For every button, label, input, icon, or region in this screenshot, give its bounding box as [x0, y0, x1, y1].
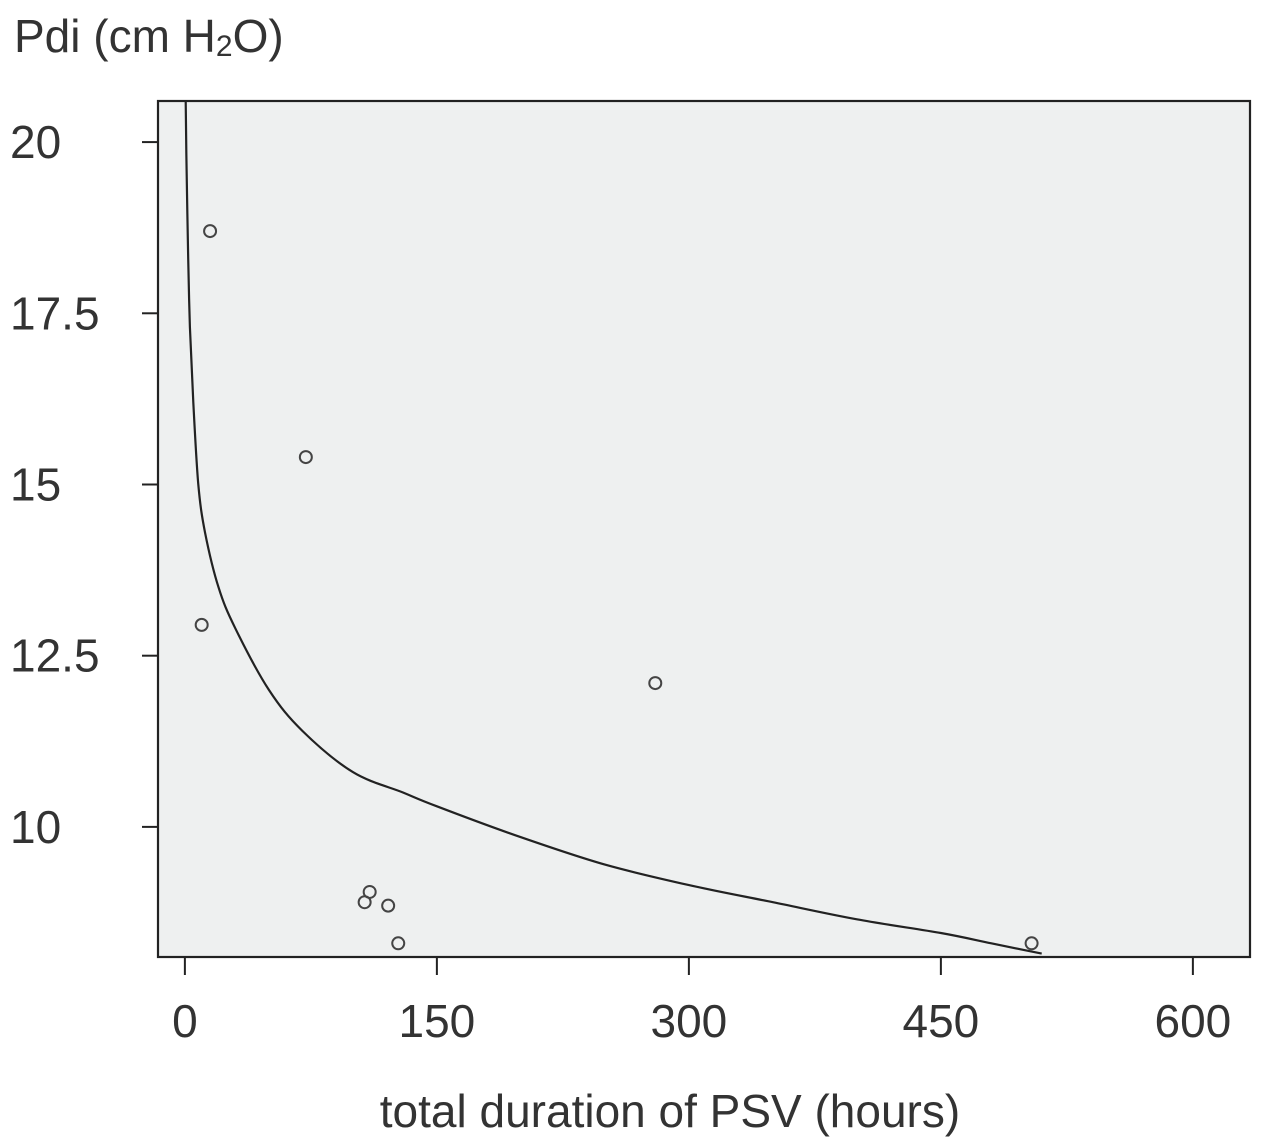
y-tick-label-10: 10 [10, 801, 61, 853]
data-point-8 [391, 936, 406, 951]
x-tick-label-600: 600 [1155, 995, 1232, 1047]
data-point-4 [648, 676, 663, 691]
y-tick-label-17.5: 17.5 [10, 287, 100, 339]
x-tick-label-150: 150 [399, 995, 476, 1047]
fit-curve [184, 101, 1042, 955]
y-tick-label-15: 15 [10, 458, 61, 510]
x-tick-label-300: 300 [651, 995, 728, 1047]
data-point-6 [362, 884, 377, 899]
data-point-9 [1024, 936, 1039, 951]
data-point-1 [203, 224, 218, 239]
x-tick-label-0: 0 [172, 995, 198, 1047]
x-tick-label-450: 450 [903, 995, 980, 1047]
data-point-2 [298, 450, 313, 465]
plot-area [156, 99, 1252, 959]
y-axis-title: Pdi (cm H2O) [14, 10, 284, 63]
y-tick-label-20: 20 [10, 116, 61, 168]
data-point-3 [194, 617, 209, 632]
y-tick-label-12.5: 12.5 [10, 630, 100, 682]
x-axis-title: total duration of PSV (hours) [380, 1085, 960, 1137]
data-point-7 [381, 898, 396, 913]
